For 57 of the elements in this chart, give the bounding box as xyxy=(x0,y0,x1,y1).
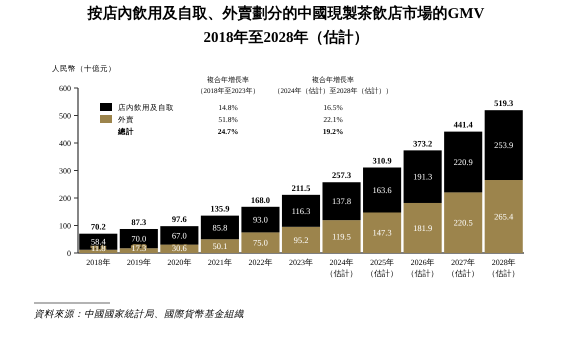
y-tick-label: 600 xyxy=(59,84,71,93)
total-label: 257.3 xyxy=(332,170,352,180)
data-label: 220.5 xyxy=(454,218,473,228)
data-label: 163.6 xyxy=(372,184,392,195)
data-label: 116.3 xyxy=(292,206,310,216)
total-label: 70.2 xyxy=(90,222,106,232)
bar xyxy=(484,110,523,180)
x-tick-label: 2020年 xyxy=(167,258,192,267)
y-tick-label: 0 xyxy=(67,249,71,258)
y-tick-label: 500 xyxy=(59,112,71,120)
data-label: 137.8 xyxy=(332,196,352,206)
total-label: 441.4 xyxy=(454,120,474,130)
bar xyxy=(404,202,442,253)
data-label: 119.5 xyxy=(332,232,351,242)
total-label: 135.9 xyxy=(210,204,230,214)
x-tick-label: 2023年 xyxy=(289,258,313,267)
bar xyxy=(444,132,482,192)
source-note: 資料來源：中國國家統計局、國際貨幣基金組織 xyxy=(34,308,245,320)
data-label: 95.2 xyxy=(294,234,308,245)
total-label: 211.5 xyxy=(292,182,310,193)
chart-title: 按店內飲用及自取、外賣劃分的中國現製茶飲店市場的GMV 2018年至2028年（估計） xyxy=(86,4,484,46)
x-tick-label: 2025年（估計） xyxy=(366,258,398,278)
data-label: 147.3 xyxy=(372,228,392,238)
data-label: 50.1 xyxy=(212,241,228,252)
x-tick-label: 2028年（估計） xyxy=(488,258,520,278)
data-label: 265.4 xyxy=(494,212,514,222)
x-tick-label: 2024年（估計） xyxy=(326,258,358,278)
data-label: 30.6 xyxy=(172,243,187,253)
x-tick-label: 2026年（估計） xyxy=(406,258,439,278)
total-label: 519.3 xyxy=(494,98,514,108)
x-tick-label: 2027年（估計） xyxy=(447,258,480,278)
data-label: 181.9 xyxy=(413,222,432,233)
y-tick-label: 300 xyxy=(59,166,71,176)
data-label: 93.0 xyxy=(253,214,268,225)
bar xyxy=(444,192,482,253)
total-label: 97.6 xyxy=(172,214,187,224)
data-label: 191.3 xyxy=(413,172,432,182)
x-tick-label: 2022年 xyxy=(248,258,272,267)
total-label: 373.2 xyxy=(413,138,432,148)
data-label: 253.9 xyxy=(494,140,514,150)
total-label: 310.9 xyxy=(372,156,392,166)
total-label: 87.3 xyxy=(131,216,146,227)
total-label: 168.0 xyxy=(250,194,270,205)
bar xyxy=(363,168,402,212)
x-tick-label: 2019年 xyxy=(126,258,151,267)
y-tick-label: 200 xyxy=(59,194,71,203)
y-tick-label: 400 xyxy=(59,139,71,148)
x-tick-label: 2021年 xyxy=(208,258,232,267)
y-tick-label: 100 xyxy=(59,222,71,230)
data-label: 67.0 xyxy=(172,230,187,240)
data-label: 70.0 xyxy=(131,234,146,244)
data-label: 220.9 xyxy=(454,156,473,167)
bar xyxy=(484,180,523,253)
bar xyxy=(404,150,442,203)
data-label: 75.0 xyxy=(253,238,268,248)
x-tick-label: 2018年 xyxy=(86,258,110,267)
data-label: 85.8 xyxy=(212,222,228,232)
